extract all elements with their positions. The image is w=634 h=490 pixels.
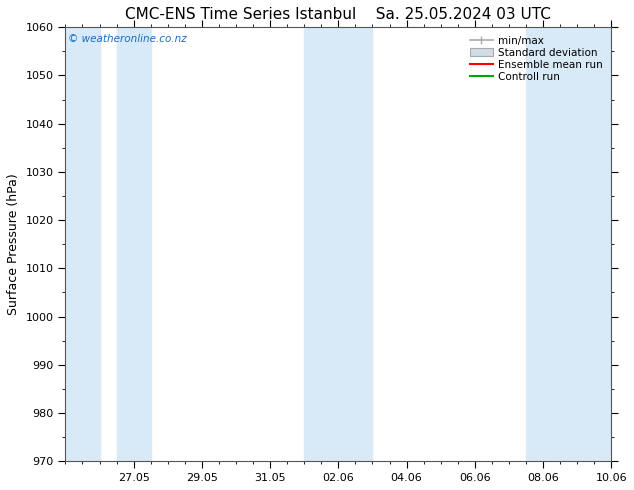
Legend: min/max, Standard deviation, Ensemble mean run, Controll run: min/max, Standard deviation, Ensemble me… [467, 32, 606, 85]
Title: CMC-ENS Time Series Istanbul    Sa. 25.05.2024 03 UTC: CMC-ENS Time Series Istanbul Sa. 25.05.2… [126, 7, 552, 22]
Text: © weatheronline.co.nz: © weatheronline.co.nz [68, 34, 187, 44]
Bar [526, 27, 611, 461]
Bar [65, 27, 100, 461]
Bar [304, 27, 372, 461]
Bar [117, 27, 151, 461]
Y-axis label: Surface Pressure (hPa): Surface Pressure (hPa) [7, 173, 20, 315]
